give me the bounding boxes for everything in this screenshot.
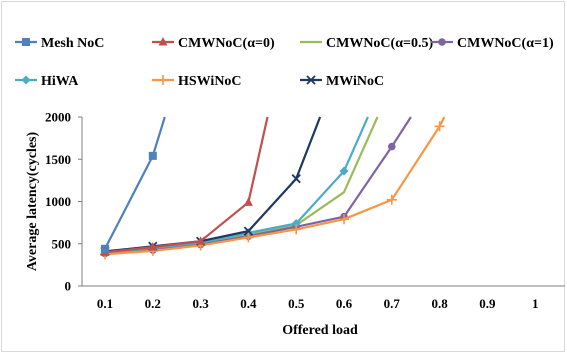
- series-6: [100, 116, 322, 256]
- legend-label: HiWA: [41, 74, 79, 89]
- data-point: [243, 197, 253, 206]
- x-tick-label: 0.3: [192, 296, 209, 311]
- legend-marker: [306, 75, 316, 85]
- x-tick-labels: 0.1 0.2 0.3 0.4 0.5 0.6 0.7 0.8 0.9 1: [97, 296, 539, 311]
- x-tick-label: 1: [532, 296, 539, 311]
- y-tick-label: 1500: [45, 152, 71, 167]
- series-5: [100, 116, 446, 260]
- legend-marker: [158, 75, 168, 85]
- legend-entry-0: Mesh NoC: [15, 36, 104, 51]
- x-tick-label: 0.2: [145, 296, 161, 311]
- legend-entry-5: HSWiNoC: [152, 74, 242, 89]
- data-point: [196, 236, 206, 245]
- y-tick-label: 0: [65, 279, 72, 294]
- data-point: [386, 194, 397, 205]
- series-4: [100, 116, 369, 258]
- axes: [81, 117, 565, 287]
- data-point: [339, 166, 349, 176]
- legend-label: MWiNoC: [326, 74, 384, 89]
- legend-label: CMWNoC(α=1): [457, 36, 554, 51]
- legend: Mesh NoC CMWNoC(α=0) CMWNoC(α=0.5) CMWNoC(α…: [15, 36, 554, 89]
- data-point: [101, 244, 109, 253]
- data-point: [291, 174, 301, 184]
- series-line: [104, 116, 446, 256]
- x-tick-label: 0.7: [384, 296, 401, 311]
- legend-label: HSWiNoC: [178, 74, 242, 89]
- x-tick-label: 0.8: [431, 296, 448, 311]
- legend-entry-2: CMWNoC(α=0.5): [300, 36, 433, 51]
- legend-label: CMWNoC(α=0): [178, 36, 275, 51]
- legend-marker: [22, 38, 30, 46]
- data-point: [291, 218, 301, 228]
- y-axis-title: Average latency(cycles): [25, 132, 40, 272]
- x-tick-label: 0.1: [97, 296, 113, 311]
- y-tick-labels: 0 500 1000 1500 2000: [45, 110, 82, 294]
- y-tick-label: 1000: [45, 194, 71, 209]
- legend-marker: [438, 38, 446, 46]
- legend-entry-3: CMWNoC(α=1): [431, 36, 554, 51]
- data-point: [148, 151, 157, 160]
- y-tick-label: 2000: [45, 110, 71, 125]
- legend-entry-4: HiWA: [15, 74, 79, 89]
- series-line: [104, 116, 166, 250]
- y-tick-label: 500: [52, 236, 72, 251]
- legend-marker: [21, 75, 31, 85]
- legend-entry-6: MWiNoC: [300, 74, 384, 89]
- legend-label: Mesh NoC: [41, 36, 104, 51]
- series-line: [104, 116, 369, 254]
- legend-label: CMWNoC(α=0.5): [326, 36, 433, 51]
- data-point: [243, 226, 254, 236]
- x-tick-label: 0.4: [240, 296, 257, 311]
- x-tick-label: 0.5: [288, 296, 305, 311]
- data-point: [148, 242, 158, 251]
- series-0: [101, 116, 166, 253]
- x-axis-title: Offered load: [282, 323, 358, 338]
- x-tick-label: 0.6: [336, 296, 353, 311]
- legend-entry-1: CMWNoC(α=0): [152, 36, 275, 51]
- x-tick-label: 0.9: [479, 296, 496, 311]
- data-point: [243, 232, 254, 243]
- data-point: [388, 142, 396, 151]
- legend-marker: [158, 37, 168, 46]
- data-point: [434, 121, 445, 132]
- data-point: [339, 214, 349, 225]
- data-point: [291, 224, 302, 235]
- plot-area: [100, 116, 446, 260]
